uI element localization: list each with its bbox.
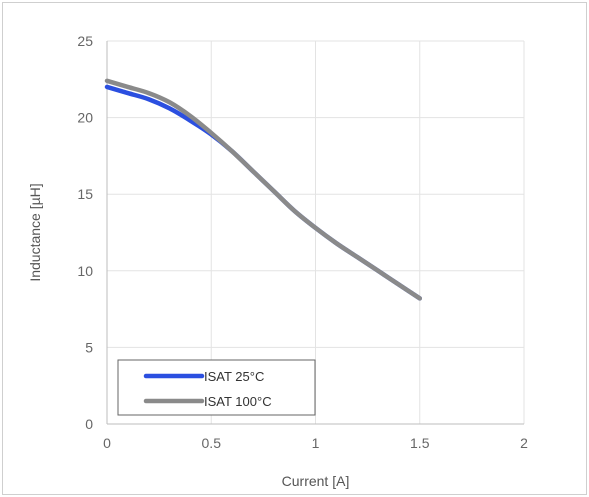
series-line-1	[104, 78, 422, 301]
y-tick-label: 10	[77, 263, 93, 279]
legend-label-1: ISAT 100°C	[204, 394, 272, 409]
x-tick-label: 0.5	[202, 435, 222, 451]
series-layer	[104, 78, 422, 301]
x-axis-title: Current [A]	[282, 473, 350, 489]
x-tick-label: 0	[103, 435, 111, 451]
y-tick-label: 20	[77, 110, 93, 126]
y-tick-label: 25	[77, 33, 93, 49]
legend-label-0: ISAT 25°C	[204, 369, 264, 384]
y-axis-title: Inductance [µH]	[27, 183, 43, 281]
x-tick-label: 2	[520, 435, 528, 451]
y-tick-label: 0	[85, 416, 93, 432]
legend: ISAT 25°C ISAT 100°C	[117, 359, 316, 416]
y-tick-label: 15	[77, 186, 93, 202]
axis-layer: 0 5 10 15 20 25 0 0.5 1 1.5 2 Current [A] Inductance…	[27, 33, 528, 489]
x-tick-label: 1.5	[410, 435, 430, 451]
x-tick-label: 1	[312, 435, 320, 451]
y-tick-label: 5	[85, 339, 93, 355]
legend-box	[117, 359, 316, 416]
